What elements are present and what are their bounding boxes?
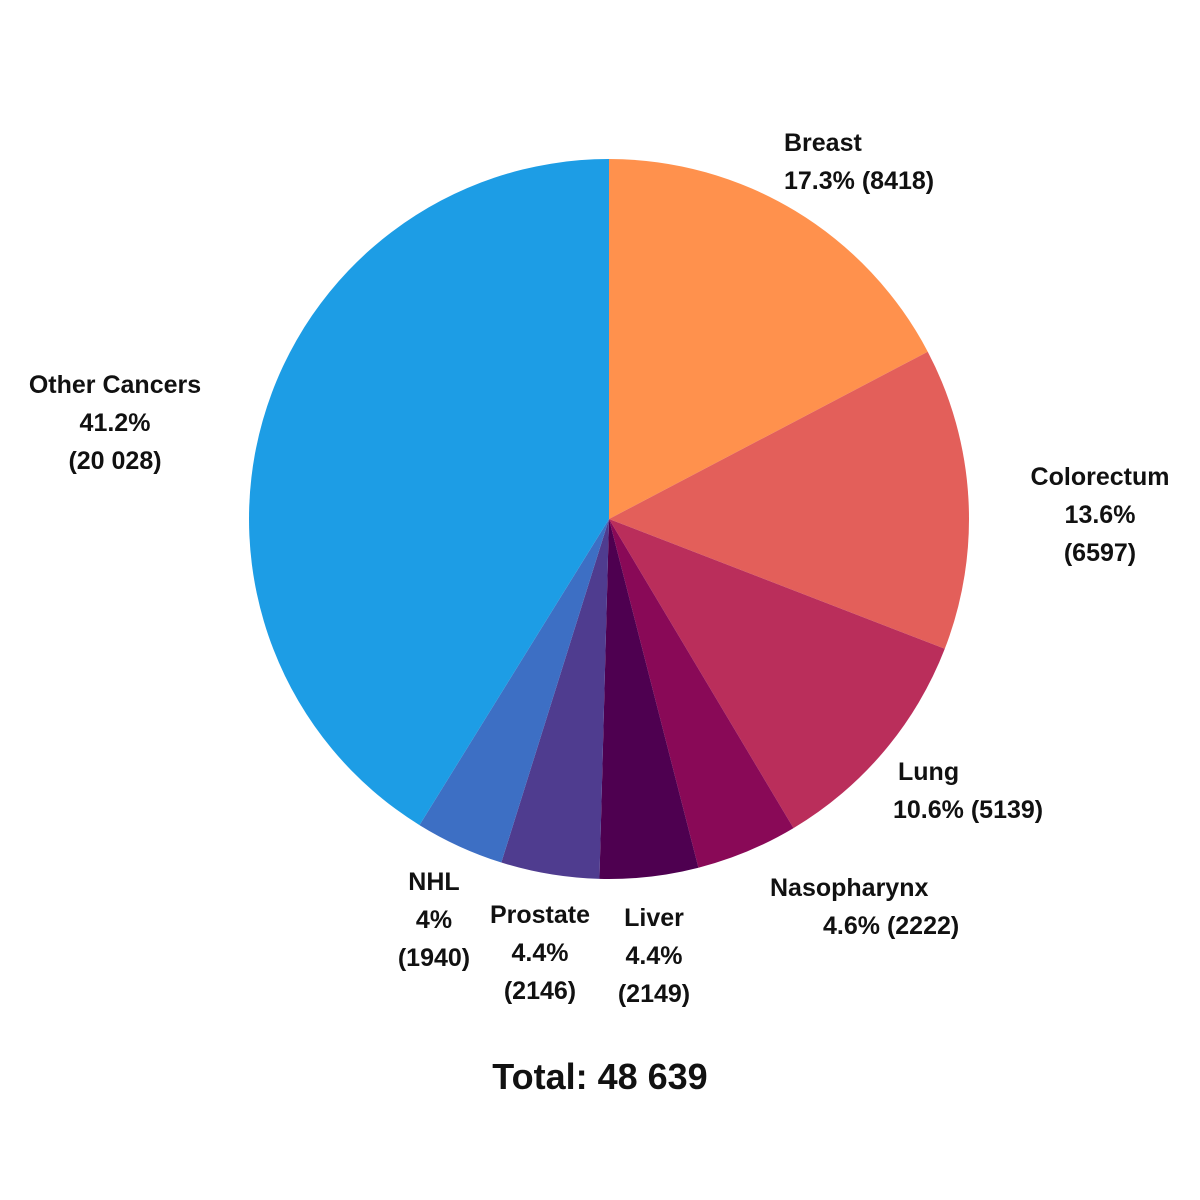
label-other-cancers-percent: 41.2%: [79, 409, 151, 437]
slice-breast: [609, 159, 928, 519]
slice-nhl: [419, 519, 609, 863]
label-nasopharynx-name: Nasopharynx: [770, 874, 929, 902]
label-lung-percent: 10.6%: [893, 796, 964, 824]
label-colorectum-percent: 13.6%: [1064, 501, 1136, 529]
label-colorectum: Colorectum 13.6% (6597): [1000, 458, 1200, 572]
label-liver: Liver 4.4% (2149): [594, 899, 714, 1013]
slice-lung: [609, 519, 945, 829]
label-other-cancers-count: (20 028): [68, 447, 162, 475]
label-prostate-percent: 4.4%: [511, 939, 569, 967]
label-nhl-count: (1940): [397, 944, 471, 972]
label-other-cancers-name: Other Cancers: [28, 371, 202, 399]
label-breast-name: Breast: [784, 129, 862, 157]
label-breast-percent: 17.3%: [784, 167, 855, 195]
label-nhl-percent: 4%: [415, 906, 453, 934]
label-liver-percent: 4.4%: [625, 942, 683, 970]
label-colorectum-name: Colorectum: [1030, 463, 1170, 491]
label-nasopharynx: Nasopharynx 4.6% (2222): [770, 869, 959, 945]
label-colorectum-count: (6597): [1063, 539, 1137, 567]
slice-liver: [599, 519, 699, 879]
label-prostate-name: Prostate: [489, 901, 591, 929]
label-nhl: NHL 4% (1940): [374, 863, 494, 977]
label-breast-count: (8418): [861, 167, 935, 195]
label-prostate: Prostate 4.4% (2146): [480, 896, 600, 1010]
total-label: Total: 48 639: [492, 1056, 708, 1097]
slice-other-cancers: [249, 159, 610, 826]
label-nasopharynx-percent: 4.6%: [823, 912, 880, 940]
slice-nasopharynx: [609, 519, 794, 868]
label-nasopharynx-count: (2222): [886, 912, 960, 940]
label-breast: Breast 17.3% (8418): [784, 124, 934, 200]
label-prostate-count: (2146): [503, 977, 577, 1005]
label-lung-name: Lung: [898, 758, 960, 786]
label-liver-count: (2149): [617, 980, 691, 1008]
label-lung: Lung 10.6% (5139): [893, 753, 1043, 829]
label-liver-name: Liver: [624, 904, 684, 932]
label-lung-count: (5139): [970, 796, 1044, 824]
slice-colorectum: [609, 351, 970, 649]
label-nhl-name: NHL: [408, 868, 460, 896]
label-other-cancers: Other Cancers 41.2% (20 028): [15, 366, 215, 480]
slice-prostate: [501, 519, 609, 879]
